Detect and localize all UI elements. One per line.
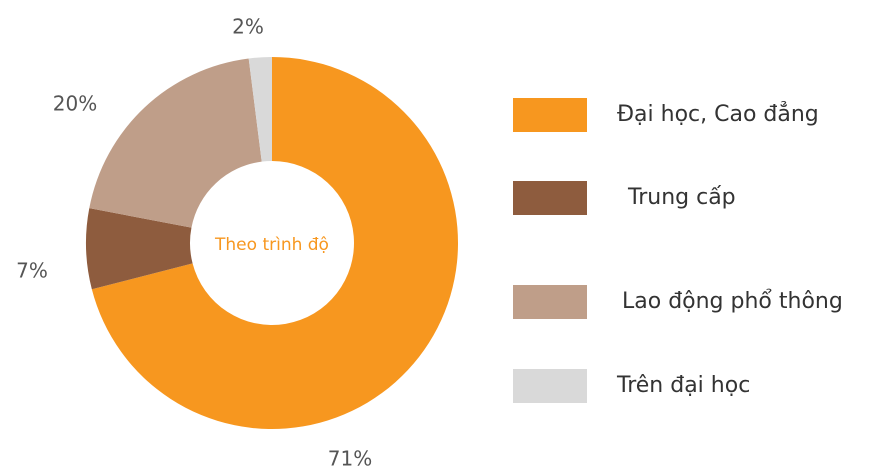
legend-swatch [513,369,587,403]
slice [248,57,272,162]
slice-label: 71% [328,447,372,471]
center-label: Theo trình độ [214,235,329,255]
legend-swatch [513,181,587,215]
legend-label: Đại học, Cao đẳng [617,101,819,127]
legend-swatch [513,98,587,132]
legend-label: Trung cấp [627,185,736,210]
legend-label: Trên đại học [616,373,750,398]
slice [89,58,262,228]
slice-label: 7% [16,259,48,283]
slice-label: 20% [53,92,97,116]
legend-swatch [513,285,587,319]
slice [91,57,459,429]
slice [86,208,193,290]
legend-label: Lao động phổ thông [622,289,843,314]
slice-label: 2% [232,15,264,39]
